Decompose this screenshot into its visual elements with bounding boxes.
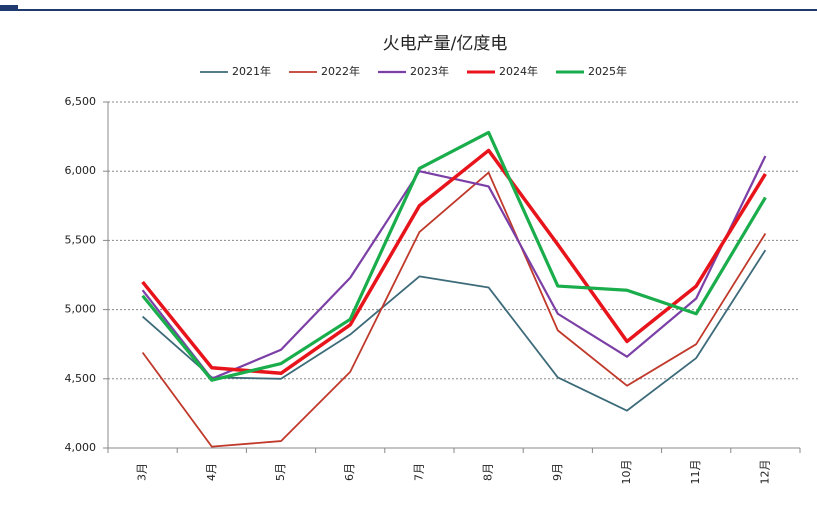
series-line <box>141 148 767 376</box>
series-line <box>142 249 767 412</box>
x-tick-label: 10月 <box>620 460 633 485</box>
x-tick-label: 12月 <box>758 460 771 485</box>
legend-label: 2024年 <box>499 64 538 78</box>
x-tick-label: 11月 <box>689 460 702 485</box>
y-tick-label: 6,000 <box>65 164 97 177</box>
x-tick-label: 6月 <box>343 463 356 481</box>
x-tick-label: 5月 <box>274 463 287 481</box>
top-block <box>0 5 18 11</box>
series-line <box>141 155 767 380</box>
series-line <box>141 171 767 448</box>
top-rule <box>0 9 817 11</box>
chart-title: 火电产量/亿度电 <box>383 34 508 54</box>
x-tick-label: 8月 <box>482 463 495 481</box>
series-line <box>141 130 767 382</box>
y-tick-label: 4,000 <box>65 441 97 454</box>
x-tick-label: 7月 <box>412 463 425 481</box>
y-tick-label: 5,500 <box>65 233 97 246</box>
x-tick-label: 9月 <box>551 463 564 481</box>
y-tick-label: 4,500 <box>65 372 97 385</box>
legend-label: 2023年 <box>410 64 449 78</box>
legend-label: 2022年 <box>321 64 360 78</box>
legend-label: 2021年 <box>232 64 271 78</box>
y-tick-label: 5,000 <box>65 303 97 316</box>
x-tick-label: 4月 <box>205 463 218 481</box>
y-tick-label: 6,500 <box>65 95 97 108</box>
legend: 2021年 2022年 2023年 2024年 2025年 <box>200 64 627 78</box>
x-tick-label: 3月 <box>136 463 149 481</box>
legend-label: 2025年 <box>588 64 627 78</box>
